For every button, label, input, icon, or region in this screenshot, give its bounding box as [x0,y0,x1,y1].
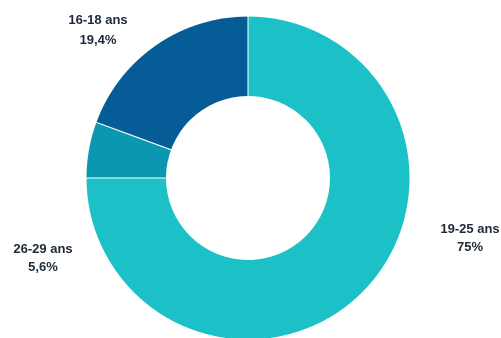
slice-label-16-18: 16-18 ans [68,12,127,27]
slice-label-group-26-29: 26-29 ans 5,6% [13,241,72,274]
donut-hole [166,96,330,260]
slice-value-19-25: 75% [457,239,483,254]
slice-value-16-18: 19,4% [80,32,117,47]
slice-label-26-29: 26-29 ans [13,241,72,256]
slice-label-group-19-25: 19-25 ans 75% [440,221,499,254]
slice-value-26-29: 5,6% [28,259,58,274]
slice-label-group-16-18: 16-18 ans 19,4% [68,12,127,47]
slice-label-19-25: 19-25 ans [440,221,499,236]
